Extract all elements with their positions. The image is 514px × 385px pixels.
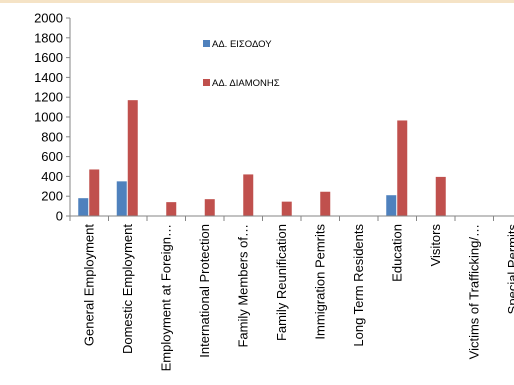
x-category-label-10: Victims of Trafficking/… [466, 224, 481, 359]
bar-entry-0 [78, 198, 89, 216]
bar-entry-1 [116, 181, 127, 216]
x-category-label-8: Education [389, 224, 404, 282]
y-tick-label-1600: 1600 [34, 50, 63, 65]
x-category-label-6: Immigration Pemrits [312, 224, 327, 340]
y-tick-label-400: 400 [41, 169, 63, 184]
legend-label-1: ΑΔ. ΔΙΑΜΟΝΗΣ [212, 78, 280, 89]
legend-swatch-1 [203, 79, 210, 86]
x-category-label-2: Employment at Foreign… [158, 224, 173, 371]
y-tick-label-800: 800 [41, 129, 63, 144]
bar-residence-1 [127, 100, 138, 216]
bar-entry-8 [386, 195, 397, 216]
y-tick-label-1800: 1800 [34, 30, 63, 45]
y-tick-label-200: 200 [41, 189, 63, 204]
bar-residence-2 [166, 202, 177, 216]
y-tick-label-600: 600 [41, 149, 63, 164]
y-tick-label-1200: 1200 [34, 90, 63, 105]
x-category-label-7: Long Term Residents [351, 224, 366, 347]
bar-residence-3 [204, 199, 215, 216]
x-category-label-5: Family Reunification [274, 224, 289, 341]
x-category-label-4: Family Members of… [235, 224, 250, 348]
x-category-label-1: Domestic Employment [120, 224, 135, 354]
y-tick-label-0: 0 [56, 209, 63, 224]
y-tick-label-1400: 1400 [34, 70, 63, 85]
bar-residence-6 [320, 191, 331, 216]
x-category-label-11: Special Permits [505, 224, 514, 315]
bar-residence-8 [397, 120, 408, 216]
bar-residence-0 [89, 169, 100, 216]
bar-residence-9 [435, 176, 446, 216]
y-tick-label-2000: 2000 [34, 11, 63, 26]
x-category-label-0: General Employment [81, 224, 96, 346]
top-border-strip [0, 0, 514, 3]
x-category-label-3: International Protection [197, 224, 212, 358]
bar-residence-5 [281, 201, 292, 216]
y-tick-label-1000: 1000 [34, 110, 63, 125]
bar-residence-4 [243, 174, 254, 216]
legend-swatch-0 [203, 40, 210, 47]
legend-label-0: ΑΔ. ΕΙΣΟΔΟΥ [212, 39, 272, 50]
x-category-label-9: Visitors [428, 224, 443, 267]
